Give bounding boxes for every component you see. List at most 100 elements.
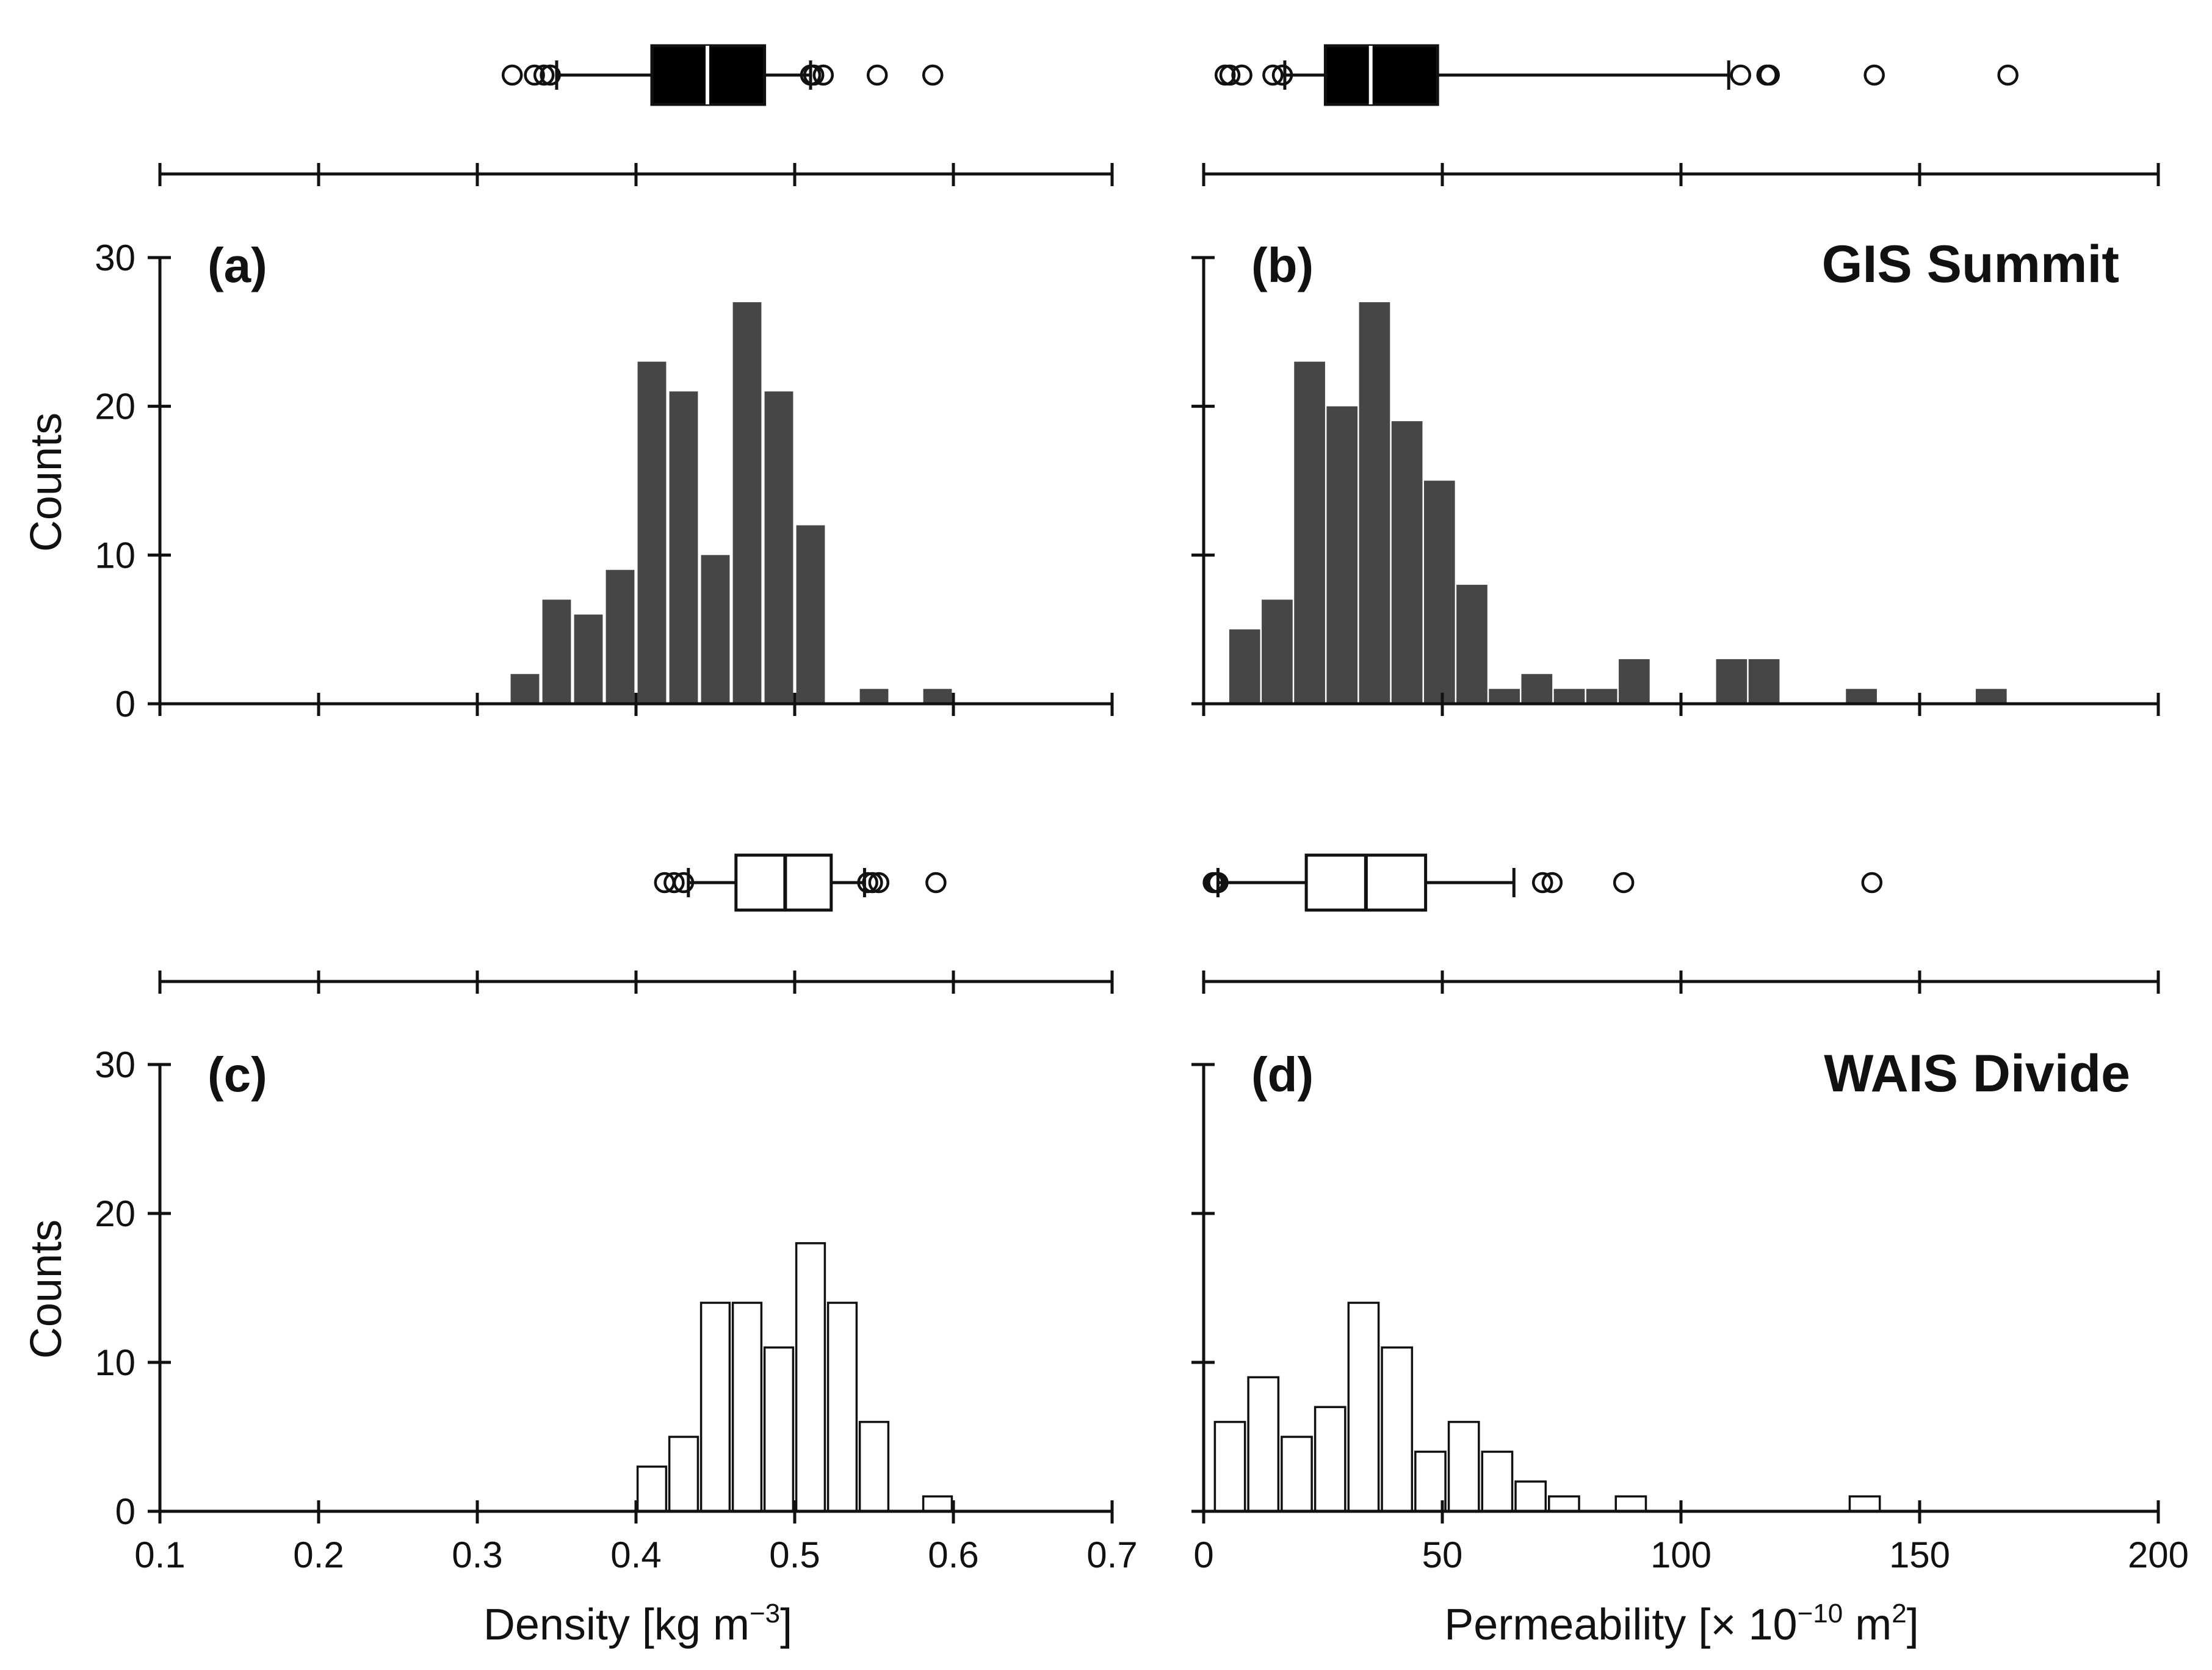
histogram-bar [669,391,698,704]
histogram-bar [858,1420,890,1513]
histogram-bar [699,1301,731,1513]
x-axis-label-density: Density [kg m−3] [483,1599,792,1649]
boxplot-outlier [533,64,555,86]
x-tick-label: 0.5 [769,1534,820,1575]
site-label-wais: WAIS Divide [1824,1044,2130,1103]
x-tick-label: 150 [1889,1534,1950,1575]
density-xlabel-sup: −3 [750,1599,780,1628]
histogram-bar [796,525,825,704]
perm-xlabel-main: Permeability [× 10 [1444,1600,1797,1649]
boxplot-outlier [1997,64,2019,86]
histogram-bar [1846,689,1877,704]
histogram-bar [637,361,667,704]
boxplot-outlier [1207,872,1229,894]
histogram-bar [1514,1480,1547,1513]
boxplot-outlier [1219,64,1241,86]
x-tick-label: 0.7 [1086,1534,1137,1575]
boxplot-outlier [540,64,561,86]
histogram-bar [1423,480,1455,704]
histogram-bar [1314,1406,1346,1513]
histogram-bar [764,391,793,704]
boxplot-outlier [812,64,834,86]
histogram-bar [668,1436,699,1513]
histogram-bar [605,569,635,704]
histogram-bar [701,555,730,704]
histogram-bar [859,689,889,704]
panel-a-density-gis: 0 10 20 30 [95,44,1114,725]
y-tick-label: 10 [95,1342,136,1383]
histogram-bar [795,1242,826,1513]
x-tick-label: 0.4 [610,1534,661,1575]
boxplot-outlier [524,64,545,86]
x-tick-label: 0.1 [134,1534,185,1575]
perm-xlabel-end: ] [1907,1600,1919,1649]
x-axis-label-permeability: Permeability [× 10−10 m2] [1444,1599,1918,1649]
histogram-bar [763,1346,795,1513]
panel-label-a: (a) [208,238,267,292]
histogram-bar [1456,585,1487,704]
histogram-bar [1347,1301,1380,1513]
boxplot-outlier [1541,872,1563,894]
y-tick-label: 0 [115,684,136,725]
histogram-bar [1716,659,1748,704]
histogram-bar [1489,689,1520,704]
histogram-bar [1262,599,1293,704]
x-tick-label: 0.3 [452,1534,502,1575]
boxplot-outlier [868,872,890,894]
boxplot-outlier [866,64,888,86]
histogram-bar [922,1495,953,1513]
boxplot-outlier [1271,64,1293,86]
boxplot-outlier [1531,872,1553,894]
density-xlabel-main: Density [kg m [483,1600,750,1649]
histogram-bar [923,689,952,704]
boxplot-outlier [1231,64,1252,86]
histogram-bar [1481,1450,1514,1513]
boxplot-outlier [925,872,947,894]
density-xlabel-end: ] [780,1600,792,1649]
x-tick-label: 0 [1193,1534,1213,1575]
histogram-bar [1548,1495,1580,1513]
y-tick-label: 20 [95,1193,136,1234]
boxplot-outlier [1758,64,1780,86]
y-axis-label-bottom: Counts [22,1220,71,1359]
histogram-bar [1748,659,1780,704]
boxplot-outlier [1861,872,1883,894]
histogram-bar [1229,629,1260,704]
y-tick-label: 20 [95,386,136,427]
boxplot-outlier [663,872,685,894]
histogram-bar [574,614,603,704]
histogram-bar [1614,1495,1647,1513]
x-tick-label: 0.6 [928,1534,978,1575]
panel-d-permeability-wais: 0 50 100 150 200 [1191,853,2189,1575]
boxplot-outlier [922,64,944,86]
boxplot-outlier [803,64,825,86]
histogram-bar [542,599,571,704]
histogram-bar [1247,1376,1280,1513]
boxplot-outlier [501,64,523,86]
boxplot-outlier [1863,64,1885,86]
boxplot-outlier [1262,64,1284,86]
histogram-bar [1975,689,2007,704]
histogram-bar [826,1301,858,1513]
boxplot-outlier [673,872,695,894]
x-tick-label: 50 [1422,1534,1463,1575]
boxplot-box [1323,44,1439,106]
histogram-bar [1848,1495,1881,1513]
histogram-bar [1281,1436,1313,1513]
histogram-bar [1553,689,1585,704]
panel-b-permeability-gis [1191,44,2160,716]
histogram-bar [1359,302,1390,704]
histogram-bar [1294,361,1325,704]
boxplot-outlier [862,872,883,894]
histogram-bar [1619,659,1650,704]
boxplot-outlier [1613,872,1635,894]
y-tick-label: 30 [95,1044,136,1085]
perm-xlabel-sup2: 2 [1892,1599,1906,1628]
x-tick-label: 200 [2128,1534,2189,1575]
histogram-bar [510,674,540,704]
histogram-bar [1521,674,1553,704]
boxplot-outlier [1730,64,1751,86]
perm-xlabel-sup: −10 [1798,1599,1843,1628]
panel-c-density-wais: 0.1 0.2 0.3 0.4 0.5 0.6 0.7 0 10 20 30 [95,853,1138,1575]
